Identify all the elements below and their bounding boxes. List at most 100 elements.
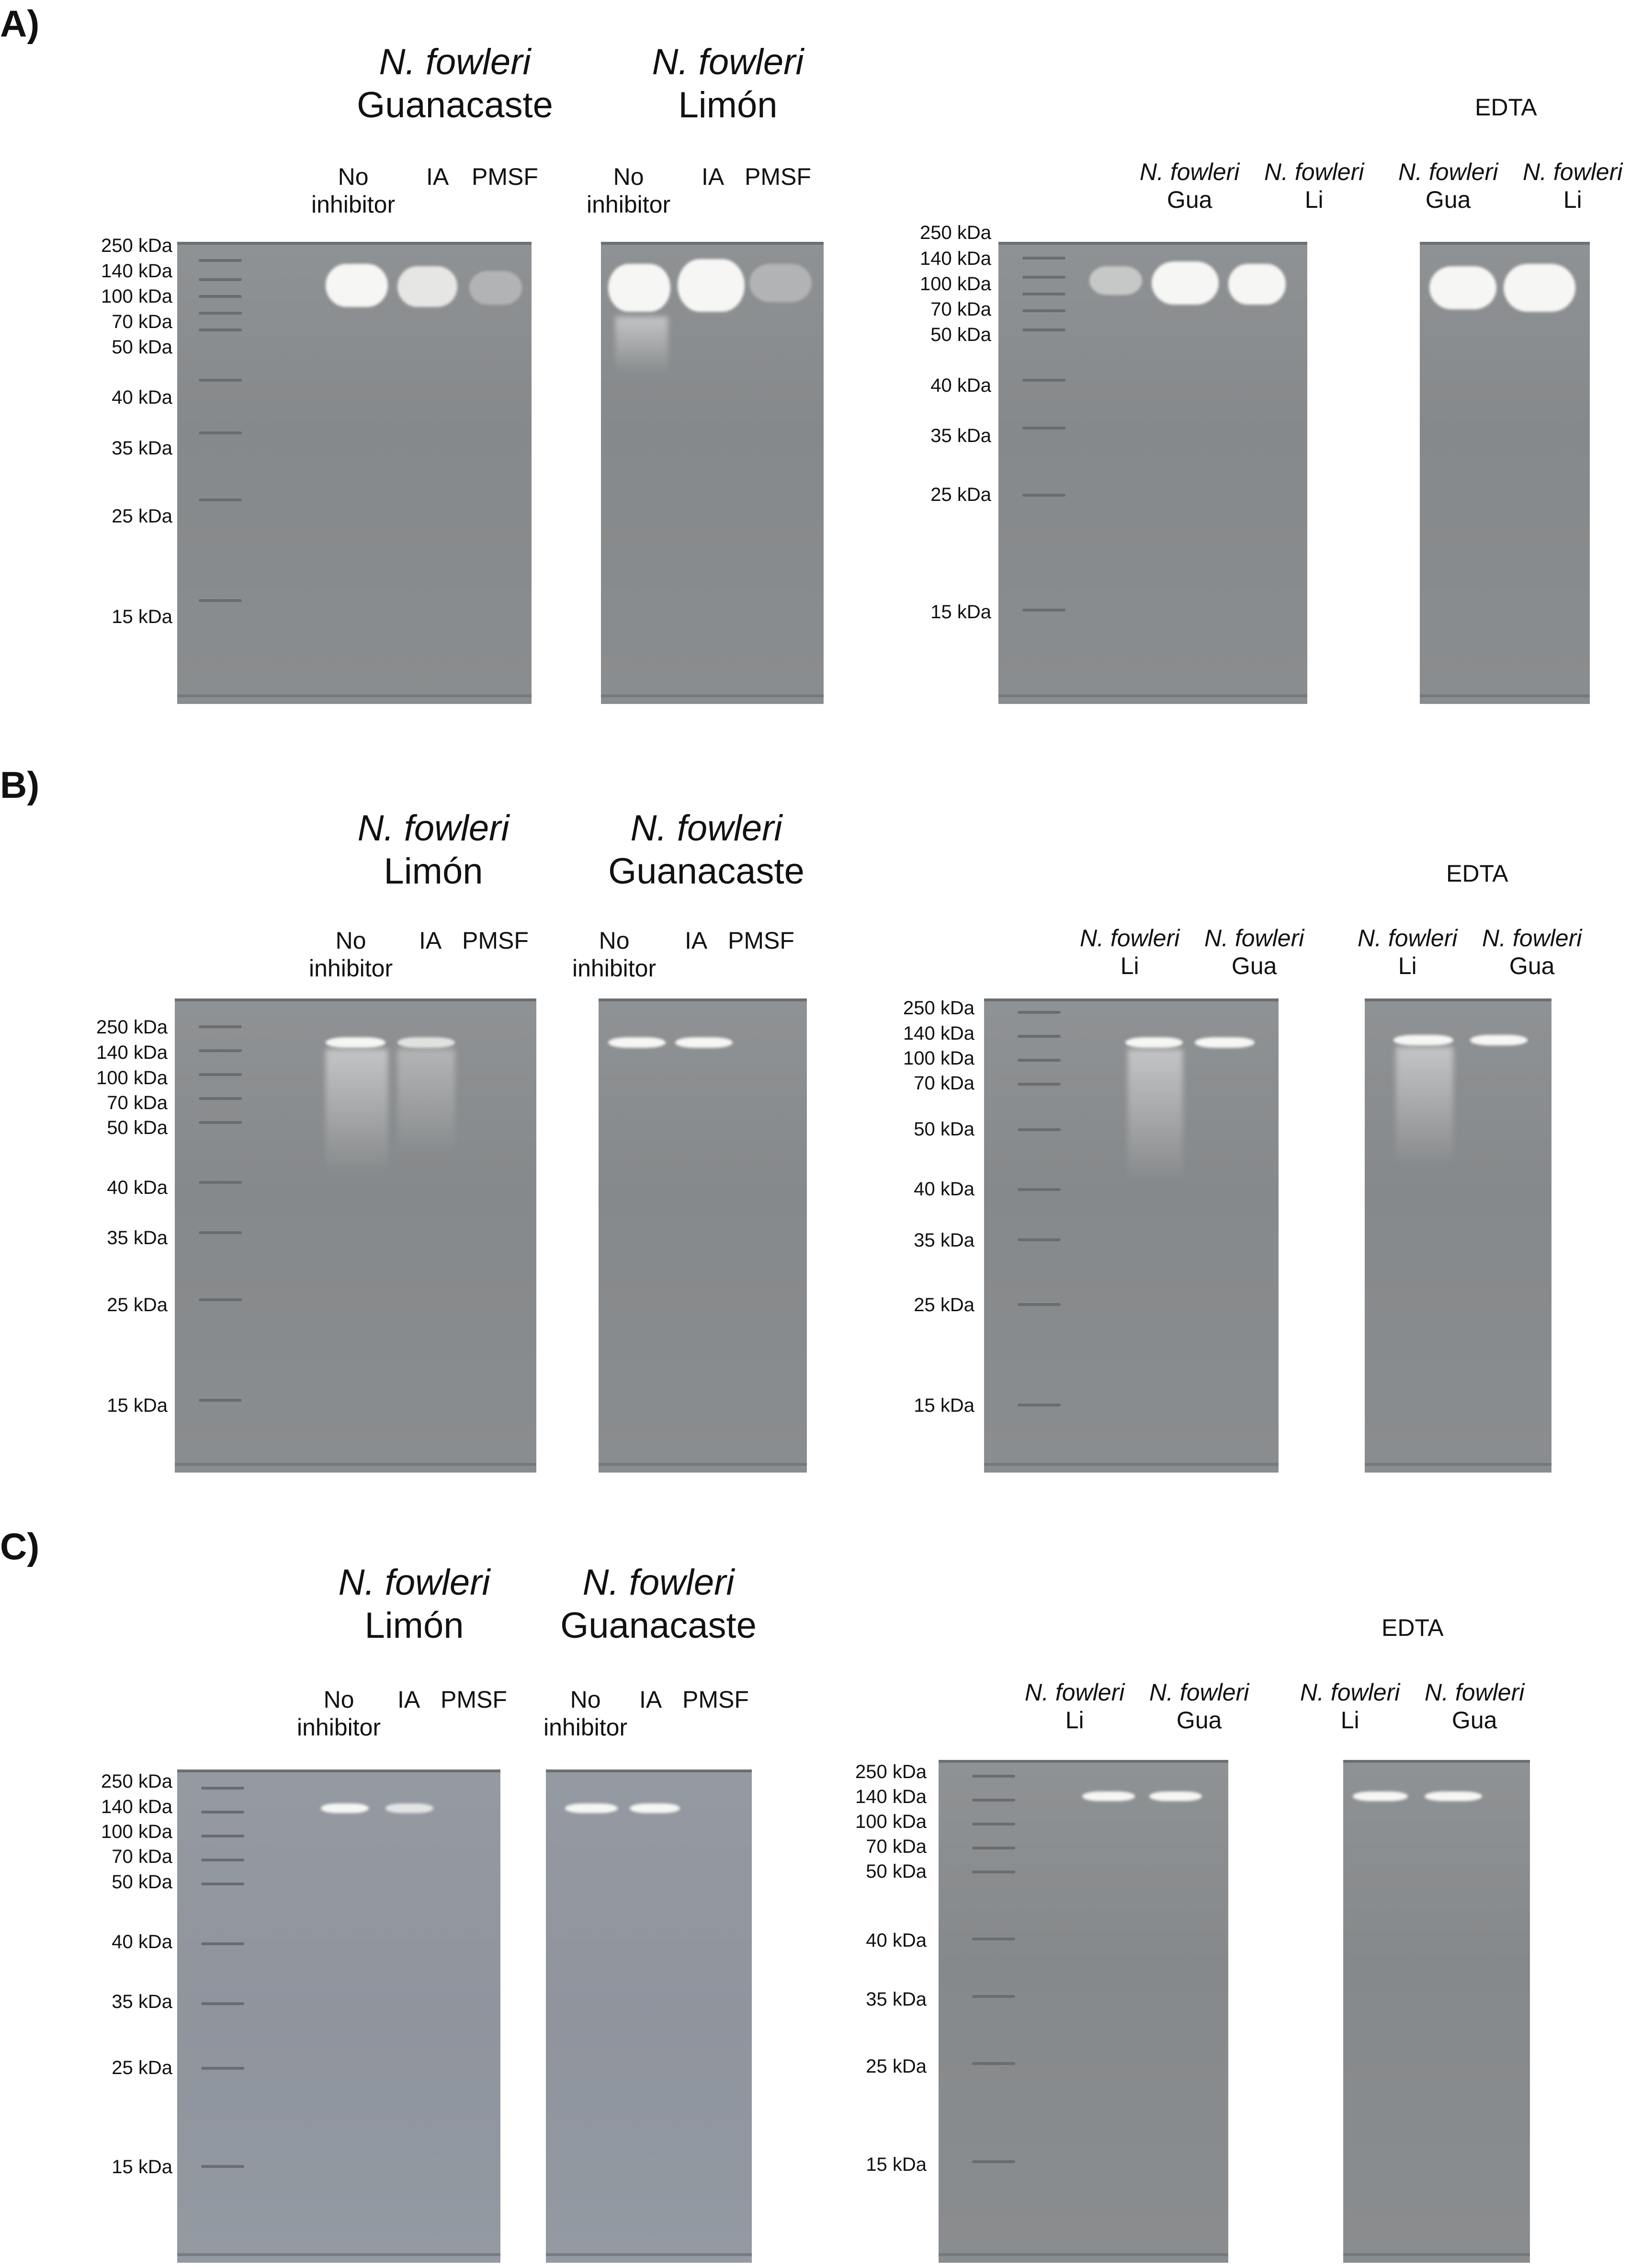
lane-label-ia: IA (702, 163, 725, 190)
gel-dye-front (984, 1463, 1279, 1466)
strain-label: Gua (1166, 186, 1212, 213)
activity-band (1425, 1792, 1482, 1801)
mw-marker: 25 kDa (866, 2056, 927, 2077)
mw-marker: 25 kDa (930, 484, 991, 505)
mw-marker: 35 kDa (107, 1227, 168, 1248)
lane-label-pmsf: PMSF (472, 163, 538, 190)
gel-dye-front (939, 2253, 1228, 2256)
lane-label-ia: IA (685, 927, 708, 954)
mw-marker: 35 kDa (112, 1991, 172, 2012)
lane-label-line1: No (323, 1686, 354, 1713)
ladder-band (199, 312, 242, 315)
activity-band (1429, 266, 1496, 309)
mw-marker: 140 kDa (855, 1786, 927, 1807)
edta-lane-label: N. fowleri Li (1300, 1678, 1400, 1734)
mw-marker: 250 kDa (920, 222, 991, 243)
lane-label-no-inhibitor: No inhibitor (311, 163, 395, 218)
group-title-2: N. fowleri Guanacaste (524, 1561, 793, 1647)
edta-lane-label: N. fowleri Gua (1140, 158, 1239, 214)
ladder-band (972, 1995, 1015, 1998)
ladder-band (201, 1942, 244, 1945)
edta-lane-label: N. fowleri Li (1358, 924, 1457, 980)
mw-marker: 50 kDa (866, 1861, 927, 1882)
ladder-band (972, 1775, 1015, 1778)
location-label: Limón (364, 1605, 464, 1646)
mw-marker: 70 kDa (930, 299, 991, 320)
group-title-1: N. fowleri Limón (299, 807, 567, 893)
ladder-band (199, 1181, 242, 1184)
mw-marker: 100 kDa (96, 1067, 168, 1089)
lane-label-line1: No (338, 163, 369, 190)
edta-lane-label: N. fowleri Gua (1425, 1678, 1524, 1734)
species-label: N. fowleri (1300, 1679, 1400, 1706)
ladder-band (201, 1787, 244, 1790)
activity-smear (397, 1049, 455, 1155)
edta-title: EDTA (1382, 1614, 1444, 1641)
ladder-band (199, 379, 242, 382)
ladder-band (199, 295, 242, 298)
activity-band (678, 259, 745, 312)
lane-label-line2: inhibitor (297, 1714, 381, 1741)
location-label: Limón (678, 85, 778, 125)
activity-band (1470, 1035, 1528, 1045)
mw-marker: 70 kDa (107, 1092, 168, 1113)
mw-marker: 100 kDa (101, 286, 172, 307)
gel-dye-front (601, 694, 824, 697)
ladder-band (199, 278, 242, 281)
lane-label-line2: inhibitor (309, 955, 393, 982)
species-label: N. fowleri (1080, 925, 1180, 952)
species-label: N. fowleri (1149, 1679, 1249, 1706)
activity-smear (1128, 1049, 1183, 1183)
lane-label-line2: inhibitor (587, 191, 671, 218)
group-title-1: N. fowleri Limón (280, 1561, 548, 1647)
mw-marker: 100 kDa (101, 1821, 172, 1842)
location-label: Guanacaste (608, 851, 804, 892)
activity-band (565, 1803, 618, 1813)
genus-label: N. fowleri (630, 808, 782, 849)
ladder-band (201, 1835, 244, 1837)
panel-a: A) N. fowleri Guanacaste N. fowleri Limó… (0, 0, 1642, 757)
species-label: N. fowleri (1482, 925, 1582, 952)
lane-label-ia: IA (397, 1686, 420, 1713)
activity-band (608, 1037, 666, 1048)
lane-label-no-inhibitor: No inhibitor (587, 163, 670, 218)
ladder-band (1022, 309, 1065, 312)
lane-label-pmsf: PMSF (682, 1686, 749, 1713)
gel-dye-front (546, 2253, 752, 2256)
mw-marker: 140 kDa (101, 261, 172, 282)
mw-marker: 40 kDa (930, 375, 991, 396)
ladder-band (199, 1399, 242, 1402)
activity-band (1353, 1792, 1408, 1801)
mw-marker: 140 kDa (903, 1023, 974, 1044)
strain-label: Li (1340, 1707, 1359, 1734)
species-label: N. fowleri (1140, 159, 1240, 185)
mw-marker: 70 kDa (866, 1836, 927, 1857)
gel-dye-front (177, 2253, 500, 2256)
ladder-band (199, 1025, 242, 1028)
mw-marker: 35 kDa (914, 1230, 974, 1251)
panel-label: B) (0, 764, 40, 806)
ladder-band (1018, 1035, 1061, 1038)
gel-image (599, 998, 807, 1473)
activity-band (1125, 1037, 1183, 1048)
mw-marker: 40 kDa (914, 1179, 974, 1200)
activity-band (385, 1803, 433, 1813)
ladder-band (199, 1121, 242, 1124)
ladder-band (972, 2160, 1015, 2163)
edta-lane-label: N. fowleri Gua (1398, 158, 1498, 214)
gel-image (175, 998, 536, 1473)
mw-marker: 35 kDa (112, 438, 172, 459)
lane-label-pmsf: PMSF (728, 927, 794, 954)
activity-band (321, 1803, 369, 1813)
ladder-band (201, 2067, 244, 2070)
ladder-band (1022, 329, 1065, 331)
ladder-band (1022, 379, 1065, 382)
strain-label: Li (1304, 186, 1324, 213)
activity-band (469, 271, 522, 305)
activity-smear (615, 317, 668, 374)
gel-image (1365, 998, 1551, 1473)
ladder-band (201, 1811, 244, 1814)
genus-label: N. fowleri (338, 1562, 490, 1603)
gel-image (546, 1769, 752, 2263)
